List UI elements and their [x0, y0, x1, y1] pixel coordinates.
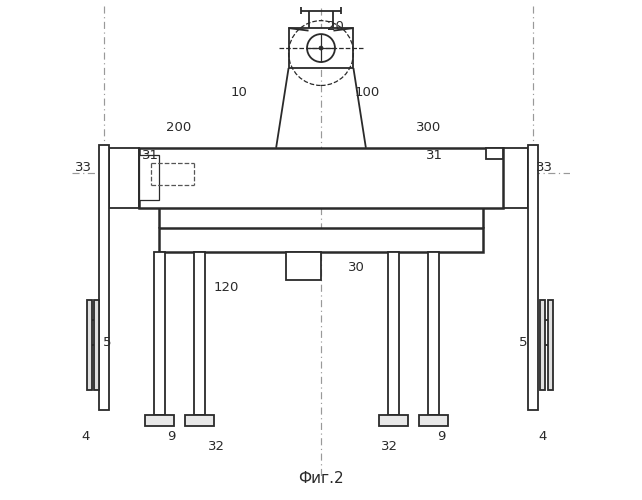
Text: 9: 9 [437, 430, 446, 444]
Bar [139, 156, 159, 200]
Bar [548, 300, 553, 390]
Bar [289, 28, 353, 68]
Bar [144, 158, 202, 190]
Text: 31: 31 [426, 149, 443, 162]
Text: Фиг.2: Фиг.2 [298, 471, 344, 486]
Text: 33: 33 [74, 161, 92, 174]
Bar [528, 146, 538, 410]
Bar [185, 414, 214, 426]
Bar [159, 228, 483, 252]
Bar [94, 300, 99, 390]
Bar [419, 414, 448, 426]
Bar [379, 414, 408, 426]
Text: 5: 5 [519, 336, 527, 348]
Text: 31: 31 [142, 149, 159, 162]
Text: 33: 33 [536, 161, 553, 174]
Circle shape [319, 46, 323, 50]
Text: 100: 100 [354, 86, 379, 100]
Text: 32: 32 [208, 440, 225, 454]
Bar [503, 148, 528, 208]
Bar [194, 252, 205, 414]
Bar [154, 252, 165, 414]
Text: 300: 300 [415, 122, 441, 134]
Text: 20: 20 [327, 20, 343, 33]
Text: 10: 10 [230, 86, 247, 100]
Bar [388, 252, 399, 414]
Bar [541, 300, 545, 390]
Bar [139, 148, 503, 208]
Text: 30: 30 [349, 261, 365, 274]
Bar [87, 300, 92, 390]
Bar [145, 414, 174, 426]
Bar [485, 148, 503, 159]
Text: 200: 200 [166, 122, 191, 134]
Text: 9: 9 [167, 430, 176, 444]
Bar [286, 252, 321, 280]
Bar [428, 252, 439, 414]
Bar [99, 146, 109, 410]
Text: 120: 120 [214, 281, 239, 294]
Text: 5: 5 [103, 336, 112, 348]
Bar [152, 162, 194, 185]
Text: 32: 32 [381, 440, 398, 454]
Text: 4: 4 [539, 430, 547, 444]
Text: 4: 4 [82, 430, 90, 444]
Bar [109, 148, 139, 208]
